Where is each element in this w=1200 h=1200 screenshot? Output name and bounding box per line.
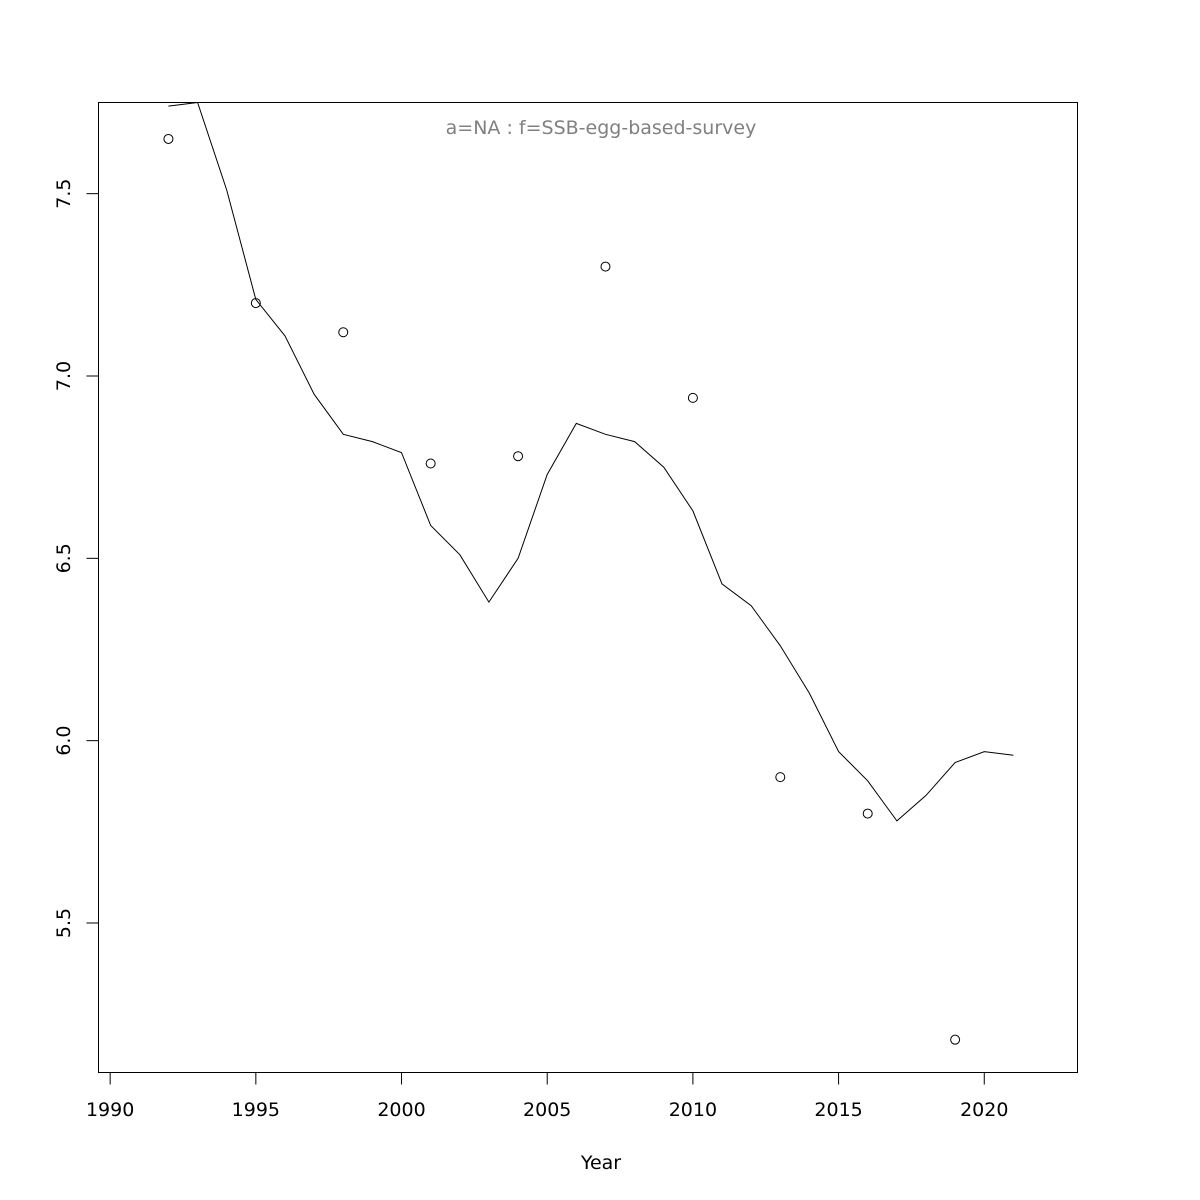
x-tick-label: 1995 xyxy=(232,1099,280,1121)
y-tick-label: 7.0 xyxy=(53,361,75,391)
plot-content xyxy=(163,102,1014,1045)
y-tick-label: 5.5 xyxy=(53,908,75,938)
plot-frame xyxy=(98,102,1078,1073)
x-axis: 1990 1995 2000 2005 2010 2015 2020 xyxy=(86,1072,1008,1121)
fitted-line xyxy=(168,102,1014,822)
x-axis-title: Year xyxy=(580,1152,621,1174)
x-tick-label: 2020 xyxy=(960,1099,1008,1121)
plot-area xyxy=(163,102,1014,1045)
x-tick-label: 2005 xyxy=(523,1099,571,1121)
x-tick-label: 2010 xyxy=(669,1099,717,1121)
x-tick-label: 1990 xyxy=(86,1099,134,1121)
observation-point xyxy=(163,133,174,144)
observation-point xyxy=(600,261,611,272)
y-tick-label: 6.5 xyxy=(53,543,75,573)
observation-point xyxy=(950,1034,961,1045)
observation-point xyxy=(775,772,786,783)
observation-point xyxy=(250,298,261,309)
observation-point xyxy=(425,458,436,469)
x-tick-label: 2000 xyxy=(377,1099,425,1121)
observation-point xyxy=(862,808,873,819)
observation-point xyxy=(338,327,349,338)
panel-title: a=NA : f=SSB-egg-based-survey xyxy=(446,117,757,139)
y-tick-label: 6.0 xyxy=(53,726,75,756)
x-tick-label: 2015 xyxy=(814,1099,862,1121)
observation-point xyxy=(687,392,698,403)
y-tick-label: 7.5 xyxy=(53,179,75,209)
observation-point xyxy=(513,451,524,462)
y-axis: 5.5 6.0 6.5 7.0 7.5 xyxy=(53,179,99,938)
